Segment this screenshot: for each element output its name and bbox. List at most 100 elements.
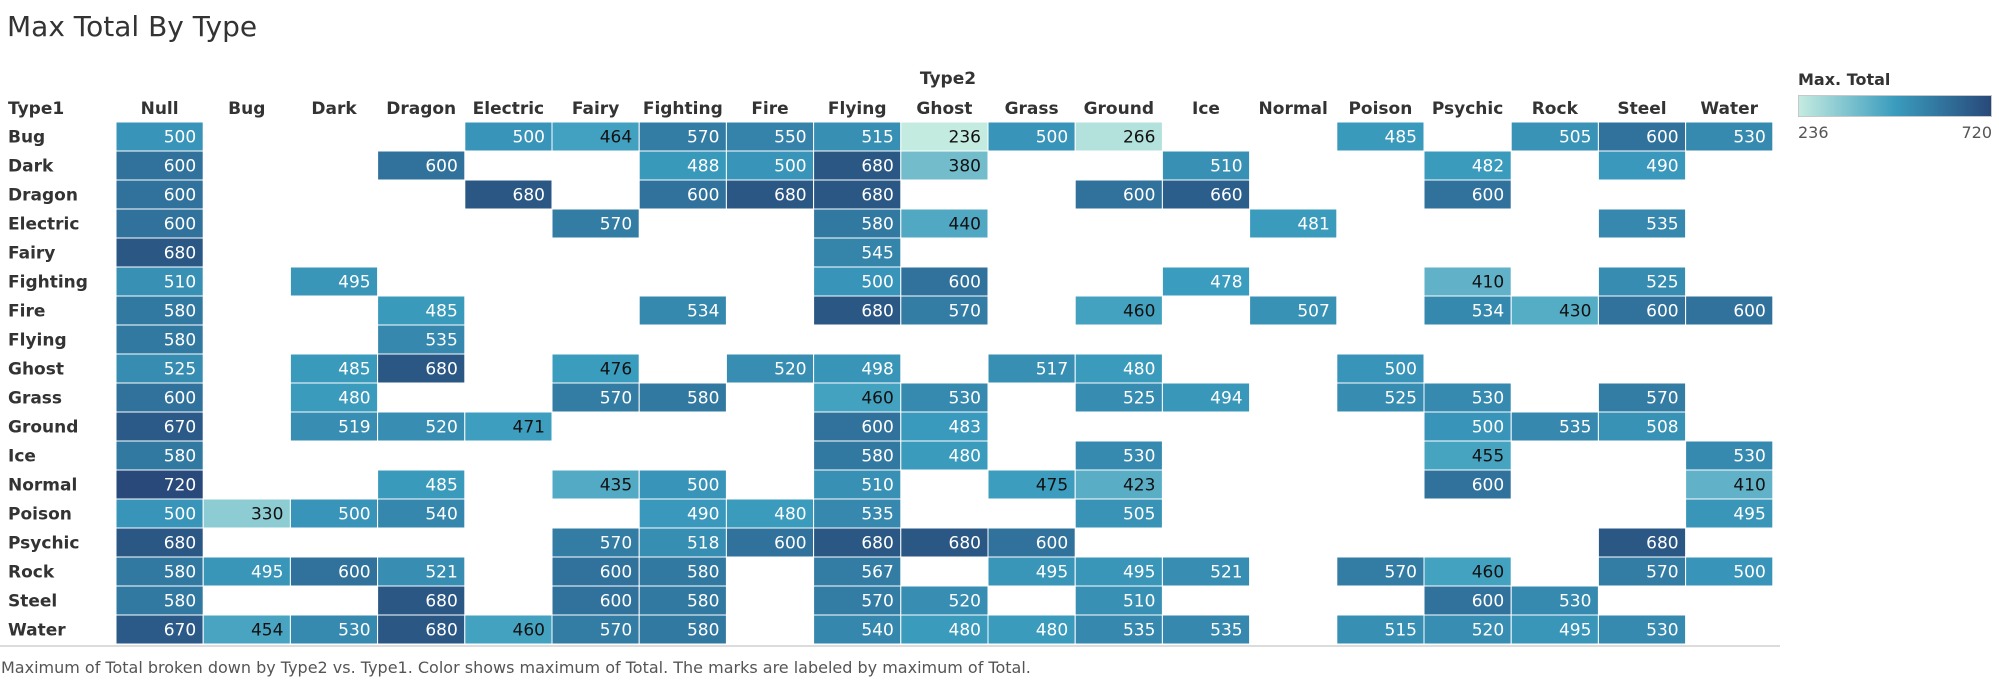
cell-value-label: 580	[164, 302, 196, 322]
cell-value-label: 495	[1559, 621, 1591, 641]
heatmap-cell	[1510, 121, 1599, 152]
heatmap-cell	[202, 498, 291, 529]
heatmap-cell	[377, 498, 466, 529]
cell-value-label: 600	[774, 534, 806, 554]
heatmap-cell	[900, 614, 989, 645]
cell-value-label: 495	[251, 563, 283, 583]
heatmap-cell	[377, 150, 466, 181]
row-header: Electric	[8, 215, 79, 235]
cell-value-label: 483	[949, 418, 981, 438]
heatmap-cell	[551, 353, 640, 384]
cell-value-label: 680	[425, 621, 457, 641]
heatmap-cell	[900, 585, 989, 616]
cell-value-label: 600	[164, 186, 196, 206]
cell-value-label: 535	[1123, 621, 1155, 641]
heatmap-cell	[551, 527, 640, 558]
column-header: Flying	[828, 99, 887, 119]
cell-value-label: 494	[1210, 389, 1242, 409]
cell-value-label: 485	[425, 476, 457, 496]
heatmap-cell	[115, 150, 204, 181]
heatmap-cell	[725, 150, 815, 181]
cell-value-label: 570	[1385, 563, 1417, 583]
heatmap-cell	[1423, 150, 1512, 181]
heatmap-cell	[1074, 469, 1163, 500]
cell-value-label: 535	[1210, 621, 1242, 641]
cell-value-label: 330	[251, 505, 283, 525]
heatmap-cell	[638, 179, 727, 210]
cell-value-label: 545	[861, 244, 893, 264]
heatmap-cell	[638, 556, 727, 587]
heatmap-cell	[1336, 121, 1425, 152]
heatmap-cell	[464, 411, 553, 442]
heatmap-cell	[1423, 469, 1512, 500]
cell-value-label: 535	[1646, 215, 1678, 235]
row-header: Bug	[8, 128, 45, 148]
legend-gradient-bar	[1798, 95, 1992, 117]
cell-value-label: 720	[164, 476, 196, 496]
cell-value-label: 600	[1646, 302, 1678, 322]
heatmap-cell	[289, 556, 379, 587]
cell-value-label: 510	[1210, 157, 1242, 177]
heatmap-cell	[1597, 121, 1687, 152]
heatmap-cell	[813, 353, 902, 384]
heatmap-cell	[1161, 556, 1251, 587]
cell-value-label: 480	[949, 447, 981, 467]
heatmap-cell	[813, 150, 902, 181]
heatmap-cell	[1423, 440, 1512, 471]
heatmap-cell	[1423, 382, 1512, 413]
heatmap-cell	[551, 585, 640, 616]
heatmap-cell	[813, 614, 902, 645]
cell-value-label: 580	[687, 389, 719, 409]
cell-value-label: 480	[1123, 360, 1155, 380]
cell-value-label: 530	[1472, 389, 1504, 409]
row-header: Steel	[8, 592, 57, 612]
cell-value-label: 460	[1123, 302, 1155, 322]
heatmap-cell	[638, 295, 727, 326]
heatmap-cell	[725, 527, 815, 558]
cell-value-label: 266	[1123, 128, 1155, 148]
cell-value-label: 519	[338, 418, 370, 438]
cell-value-label: 530	[1733, 447, 1765, 467]
heatmap-cell	[725, 179, 815, 210]
cell-value-label: 570	[1646, 389, 1678, 409]
row-headers: Bug Dark Dragon Electric Fairy Fighting Fire Fl…	[8, 128, 88, 641]
y-axis-title: Type1	[8, 99, 64, 119]
cell-value-label: 600	[164, 389, 196, 409]
column-header: Grass	[1005, 99, 1059, 119]
heatmap-cell	[813, 469, 902, 500]
cell-value-label: 580	[687, 592, 719, 612]
row-header: Normal	[8, 476, 77, 496]
cell-value-label: 482	[1472, 157, 1504, 177]
cell-value-label: 600	[1472, 476, 1504, 496]
row-header: Flying	[8, 331, 67, 351]
cell-value-label: 600	[600, 563, 632, 583]
cell-value-label: 505	[1123, 505, 1155, 525]
column-header: Bug	[228, 99, 265, 119]
cell-value-label: 535	[861, 505, 893, 525]
heatmap-cell	[377, 614, 466, 645]
cell-value-label: 530	[338, 621, 370, 641]
cell-value-label: 570	[949, 302, 981, 322]
cell-value-label: 680	[164, 244, 196, 264]
cell-value-label: 680	[774, 186, 806, 206]
cell-value-label: 518	[687, 534, 719, 554]
row-header: Fairy	[8, 244, 55, 264]
cell-value-label: 505	[1559, 128, 1591, 148]
cell-value-label: 476	[600, 360, 632, 380]
cell-value-label: 570	[861, 592, 893, 612]
heatmap-cell	[1074, 556, 1163, 587]
cell-value-label: 600	[164, 215, 196, 235]
cell-value-label: 460	[1472, 563, 1504, 583]
heatmap-cell	[1597, 411, 1687, 442]
heatmap-cell	[1685, 440, 1774, 471]
heatmap-cell	[289, 266, 379, 297]
cell-value-label: 454	[251, 621, 283, 641]
heatmap-cell	[900, 440, 989, 471]
cell-value-label: 485	[425, 302, 457, 322]
heatmap-cell	[202, 556, 291, 587]
cell-value-label: 530	[949, 389, 981, 409]
heatmap-cell	[115, 208, 204, 239]
heatmap-cell	[900, 266, 989, 297]
cell-value-label: 525	[1385, 389, 1417, 409]
cell-value-label: 500	[687, 476, 719, 496]
